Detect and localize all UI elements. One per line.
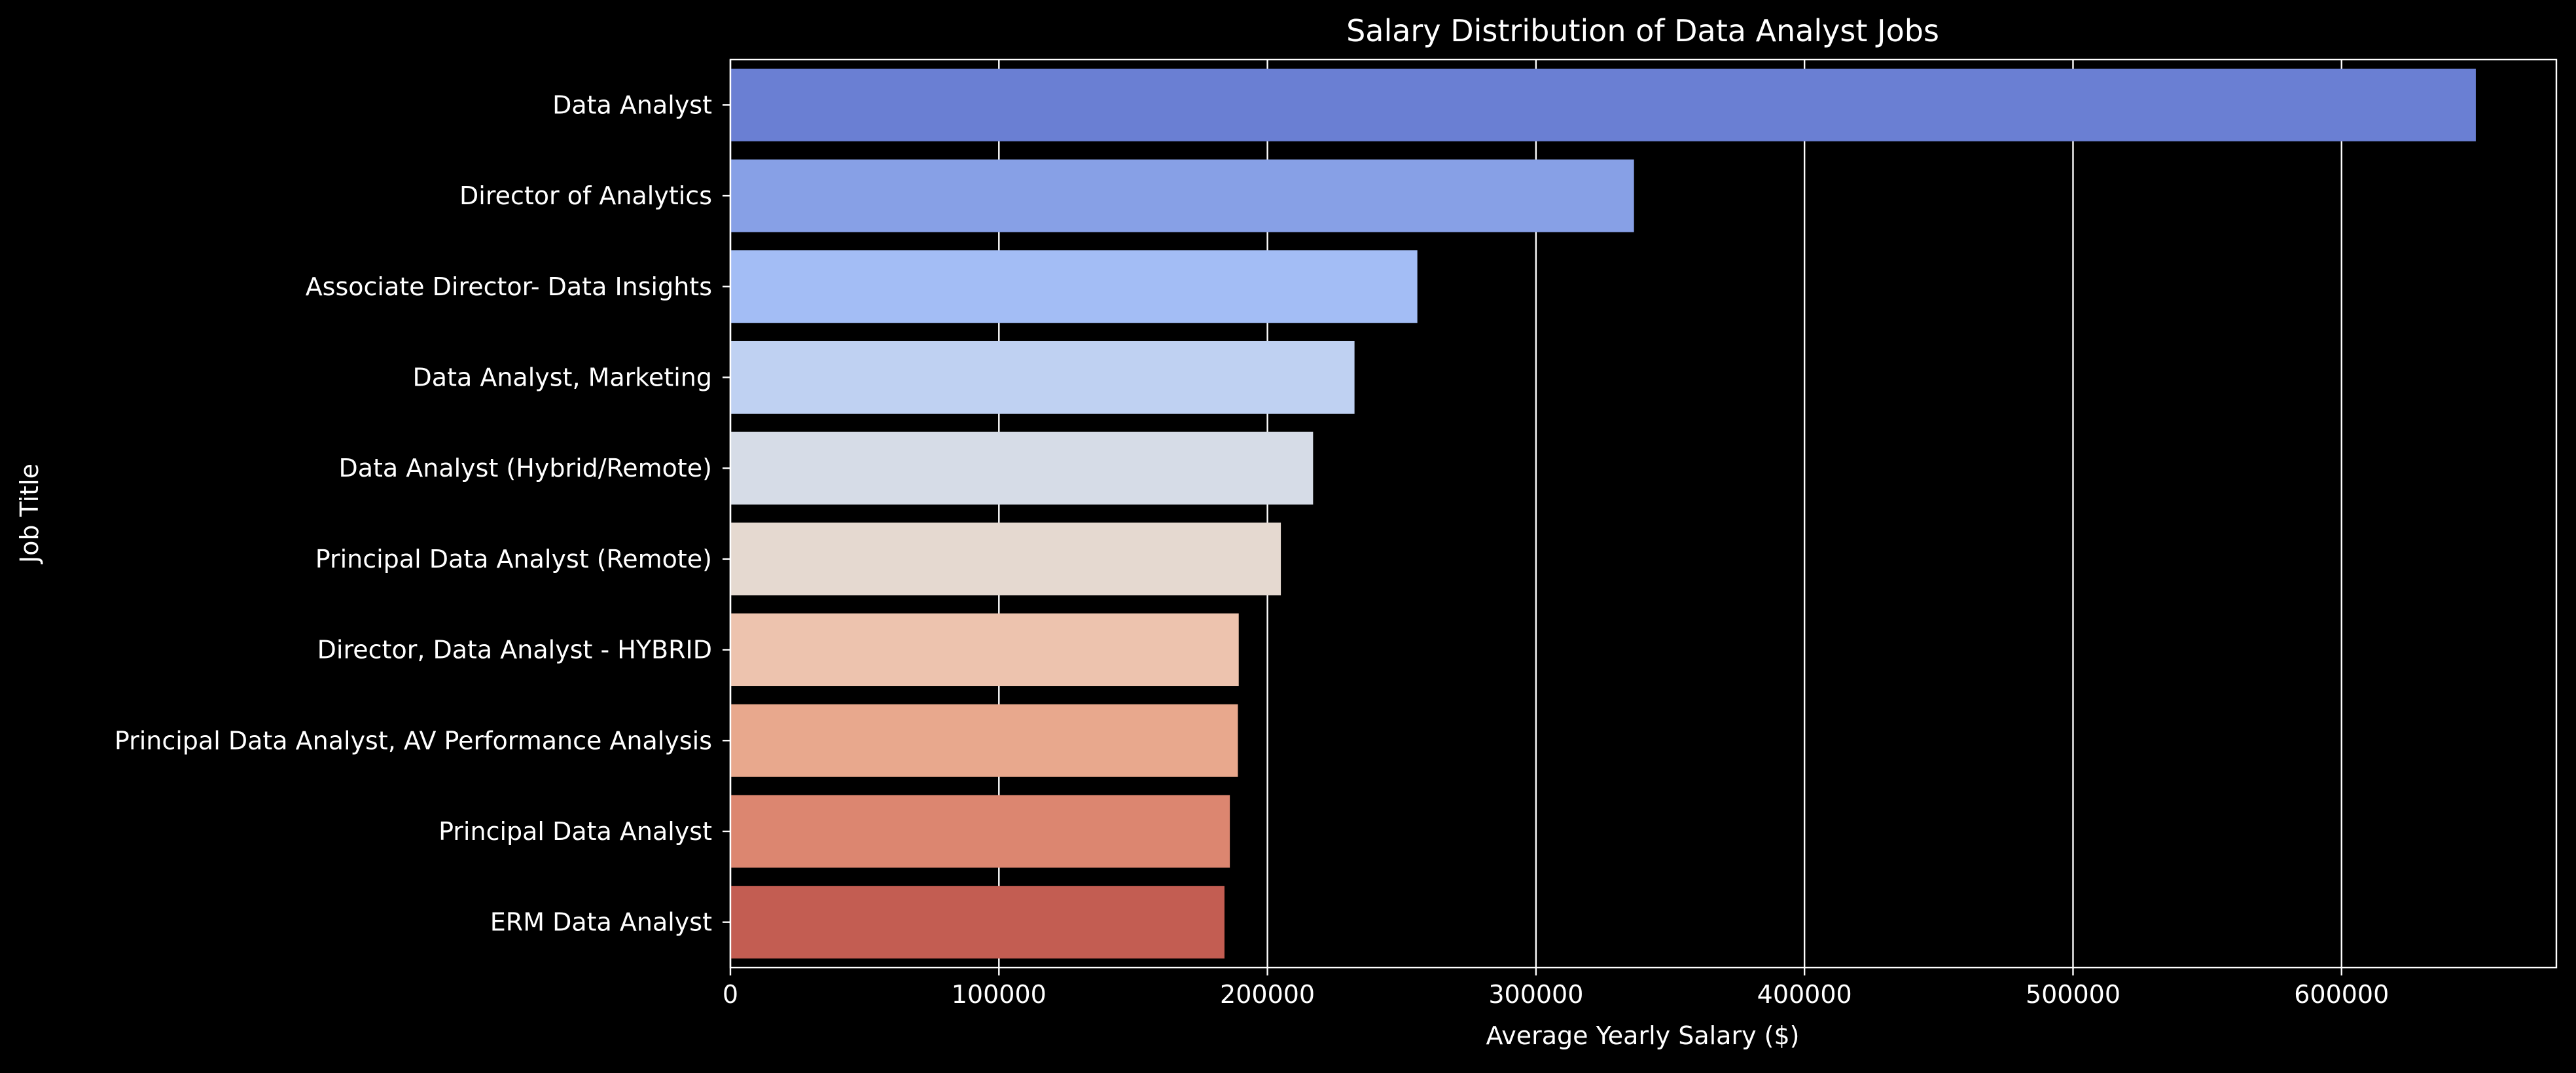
bar-7 [730,613,1239,687]
x-tick-label: 100000 [952,980,1046,1009]
y-tick-label: Principal Data Analyst [438,817,712,846]
y-tick-label: Principal Data Analyst, AV Performance A… [115,726,712,755]
x-tick-label: 300000 [1488,980,1583,1009]
y-tick-label: Data Analyst, Marketing [413,363,712,391]
plot-frame [729,58,2558,969]
bar-4 [730,340,1355,414]
y-tick-label: Director of Analytics [459,181,712,210]
y-tick-label: Data Analyst (Hybrid/Remote) [338,454,712,482]
y-axis-label: Job Title [15,464,44,564]
bar-2 [730,159,1634,232]
bar-3 [730,250,1418,323]
bar-9 [730,795,1230,868]
y-tick-label: Director, Data Analyst - HYBRID [317,636,712,664]
y-tick-label: ERM Data Analyst [490,908,712,937]
y-tick-label: Associate Director- Data Insights [306,272,712,301]
bar-10 [730,886,1225,959]
y-tick-label: Principal Data Analyst (Remote) [315,545,712,573]
x-tick-label: 400000 [1757,980,1852,1009]
x-tick-label: 0 [723,980,738,1009]
bar-6 [730,522,1281,596]
x-tick-label: 500000 [2026,980,2120,1009]
chart-title: Salary Distribution of Data Analyst Jobs [1346,13,1939,48]
bar-8 [730,704,1238,777]
bar-1 [730,68,2476,141]
bars [730,68,2476,959]
x-tick-label: 200000 [1220,980,1315,1009]
y-tick-label: Data Analyst [552,90,712,119]
axes: 0 100000 200000 300000 400000 500000 600000 Dat… [115,58,2558,1009]
x-tick-label: 600000 [2294,980,2389,1009]
bar-5 [730,431,1314,505]
x-axis-label: Average Yearly Salary ($) [1486,1021,1800,1050]
